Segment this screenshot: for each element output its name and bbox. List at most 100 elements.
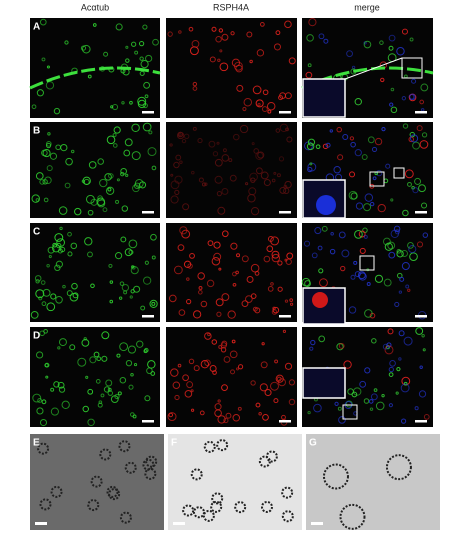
signal: [388, 251, 396, 259]
signal: [286, 136, 293, 143]
signal: [108, 173, 114, 179]
axoneme: [234, 501, 247, 514]
axoneme: [258, 455, 271, 468]
signal: [229, 350, 238, 359]
signal: [41, 399, 47, 405]
signal: [315, 144, 321, 150]
signal: [390, 87, 395, 92]
signal: [139, 56, 144, 61]
signal: [393, 225, 401, 233]
signal: [46, 302, 56, 312]
signal: [414, 177, 422, 185]
signal: [99, 178, 108, 188]
signal: [43, 197, 49, 203]
signal: [130, 266, 139, 275]
signal: [151, 255, 156, 260]
signal: [217, 415, 226, 424]
signal: [42, 288, 51, 297]
signal: [39, 330, 45, 337]
signal: [128, 239, 138, 249]
signal: [379, 40, 384, 45]
signal: [190, 389, 194, 393]
column-header: RSPH4A: [213, 2, 249, 12]
signal: [123, 290, 128, 295]
signal: [145, 54, 153, 63]
signal: [359, 247, 366, 254]
signal: [227, 310, 236, 319]
signal: [39, 179, 45, 185]
signal: [398, 357, 402, 361]
signal: [169, 143, 173, 147]
signal: [133, 362, 138, 367]
signal: [266, 245, 274, 253]
signal: [374, 137, 383, 146]
signal: [252, 85, 262, 95]
signal: [405, 284, 410, 289]
signal: [61, 400, 70, 409]
signal: [119, 342, 129, 352]
signal: [221, 384, 228, 392]
signal: [214, 158, 223, 167]
zoom-box: [401, 57, 423, 79]
signal: [140, 305, 146, 311]
panel-label: A: [33, 22, 40, 33]
signal: [133, 285, 141, 293]
signal: [264, 389, 272, 397]
signal: [188, 26, 194, 32]
panel-label: G: [309, 438, 317, 449]
signal: [175, 154, 182, 161]
signal: [97, 158, 104, 165]
signal: [120, 167, 127, 175]
axoneme: [339, 503, 366, 530]
signal: [50, 407, 59, 416]
axoneme: [90, 475, 103, 488]
signal: [262, 413, 269, 421]
signal: [39, 18, 47, 26]
signal: [56, 238, 66, 247]
signal: [363, 398, 370, 404]
signal: [396, 47, 405, 56]
signal: [85, 194, 95, 204]
signal: [85, 375, 89, 379]
signal: [41, 149, 48, 157]
signal: [253, 148, 260, 154]
signal: [151, 301, 156, 306]
signal: [400, 418, 407, 424]
signal: [318, 33, 325, 40]
signal: [47, 132, 51, 136]
signal: [232, 414, 241, 422]
signal: [214, 175, 223, 184]
signal: [267, 286, 274, 292]
signal: [167, 31, 173, 37]
signal: [402, 209, 409, 217]
signal: [179, 226, 188, 235]
signal: [56, 242, 62, 249]
signal: [46, 165, 53, 172]
signal: [350, 141, 356, 148]
signal: [72, 292, 79, 299]
signal: [281, 414, 286, 420]
signal: [214, 409, 222, 417]
signal: [382, 343, 389, 350]
signal: [249, 59, 253, 64]
signal: [148, 130, 153, 135]
nucleus: [316, 195, 336, 215]
signal: [127, 345, 137, 354]
signal: [32, 393, 42, 403]
signal: [261, 106, 268, 112]
signal: [416, 125, 423, 132]
signal: [303, 240, 311, 247]
signal: [266, 101, 276, 111]
signal: [409, 134, 419, 143]
signal: [169, 294, 177, 303]
signal: [57, 381, 65, 389]
signal: [45, 81, 55, 90]
signal: [190, 170, 195, 175]
signal: [284, 180, 292, 189]
signal: [329, 248, 336, 255]
signal: [363, 234, 368, 239]
signal: [270, 381, 279, 391]
axoneme: [385, 454, 412, 481]
signal: [388, 34, 396, 42]
signal: [306, 142, 315, 151]
